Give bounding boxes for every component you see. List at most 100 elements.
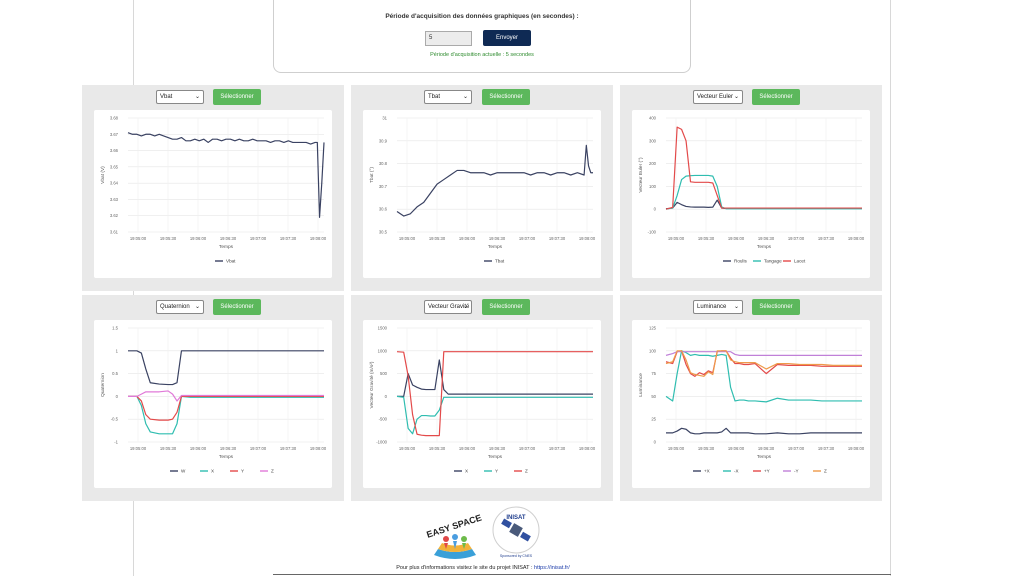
- chart-select-vbat[interactable]: Vbat ⌄: [156, 90, 204, 104]
- y-tick-label: 0: [654, 207, 657, 212]
- legend-label: X: [211, 469, 214, 474]
- x-tick-label: 19:08:00: [579, 446, 596, 451]
- legend-label: W: [181, 469, 186, 474]
- svg-text:INISAT: INISAT: [506, 515, 526, 521]
- x-tick-label: 19:07:00: [519, 236, 536, 241]
- legend-label: +X: [704, 469, 710, 474]
- select-button-gravity[interactable]: Sélectionner: [482, 299, 530, 315]
- y-tick-label: -100: [648, 230, 657, 235]
- y-tick-label: 1: [116, 348, 119, 353]
- chart-select-tbat[interactable]: Tbat ⌄: [424, 90, 472, 104]
- y-axis-title: Quaternion: [100, 373, 106, 397]
- x-tick-label: 19:07:30: [818, 446, 835, 451]
- y-axis-title: Vecteur Gravité (m/s²): [369, 361, 375, 408]
- y-tick-label: 300: [649, 138, 657, 143]
- legend-label: Z: [525, 469, 528, 474]
- x-tick-label: 19:05:00: [130, 446, 147, 451]
- y-tick-label: 200: [649, 161, 657, 166]
- y-tick-label: 100: [649, 348, 657, 353]
- legend-label: X: [465, 469, 468, 474]
- chevron-down-icon: ⌄: [194, 94, 200, 100]
- y-tick-label: 30.9: [379, 138, 388, 143]
- x-tick-label: 19:07:00: [519, 446, 536, 451]
- x-tick-label: 19:06:00: [728, 236, 745, 241]
- easy-space-logo: EASY SPACE: [425, 513, 483, 559]
- x-tick-label: 19:06:30: [758, 446, 775, 451]
- y-axis-title: Vbat (V): [100, 166, 106, 184]
- select-button-vbat[interactable]: Sélectionner: [213, 89, 261, 105]
- select-button-luminance[interactable]: Sélectionner: [752, 299, 800, 315]
- series-line: [127, 132, 325, 218]
- select-button-quaternion[interactable]: Sélectionner: [213, 299, 261, 315]
- panel-luminance: Luminance ⌄ Sélectionner 125 100 75 50 25 0 19:…: [620, 295, 882, 501]
- panel-tbat: Tbat ⌄ Sélectionner 31 30.9 30.8 30.7 30.6 30.…: [351, 85, 613, 291]
- x-tick-label: 19:07:30: [280, 446, 297, 451]
- y-tick-label: -500: [379, 417, 388, 422]
- chart-luminance: 125 100 75 50 25 0 19:05:00 19:05:30 19:06:00 19:…: [638, 326, 865, 474]
- x-tick-label: 19:05:00: [399, 236, 416, 241]
- legend-label: Tbat: [495, 259, 505, 264]
- x-tick-label: 19:05:30: [160, 446, 177, 451]
- chart-area-gravity: 1500 1000 500 0 -500 -1000 19:05:00 19:05:30 19:…: [363, 320, 601, 488]
- series-line: [396, 144, 593, 217]
- chart-area-quaternion: 1.5 1 0.5 0 -0.5 -1 19:05:00 19:05:30 19:06:00 19…: [94, 320, 332, 488]
- inisat-link[interactable]: https://inisat.fr/: [534, 565, 570, 571]
- y-tick-label: 25: [651, 417, 656, 422]
- period-input[interactable]: 5: [425, 31, 472, 46]
- y-tick-label: 400: [649, 116, 657, 121]
- chart-gravity: 1500 1000 500 0 -500 -1000 19:05:00 19:05:30 19:…: [369, 326, 596, 474]
- send-button[interactable]: Envoyer: [483, 30, 531, 46]
- x-tick-label: 19:06:00: [728, 446, 745, 451]
- chart-select-quaternion[interactable]: Quaternion ⌄: [156, 300, 204, 314]
- x-tick-label: 19:07:30: [818, 236, 835, 241]
- legend-label: Roulis: [734, 259, 747, 264]
- x-tick-label: 19:06:00: [459, 446, 476, 451]
- chevron-down-icon: ⌄: [194, 304, 200, 310]
- x-axis-title: Temps: [219, 244, 234, 250]
- x-tick-label: 19:05:30: [698, 236, 715, 241]
- x-tick-label: 19:06:30: [220, 236, 237, 241]
- y-tick-label: 3.68: [110, 116, 119, 121]
- panel-gravity: Vecteur Gravité ⌄ Sélectionner 1500 1000 50…: [351, 295, 613, 501]
- x-tick-label: 19:07:00: [250, 236, 267, 241]
- form-title: Période d'acquisition des données graphi…: [385, 13, 579, 20]
- x-tick-label: 19:07:00: [788, 236, 805, 241]
- x-tick-label: 19:08:00: [848, 236, 865, 241]
- legend-label: Y: [241, 469, 244, 474]
- chart-tbat: 31 30.9 30.8 30.7 30.6 30.5 19:05:00 19:05:30 19…: [369, 116, 596, 264]
- x-tick-label: 19:06:30: [489, 236, 506, 241]
- x-tick-label: 19:06:30: [489, 446, 506, 451]
- y-tick-label: 75: [651, 371, 656, 376]
- chart-euler: 400 300 200 100 0 -100 19:05:00 19:05:30 19:06:0…: [638, 116, 865, 264]
- x-axis-title: Temps: [488, 454, 503, 460]
- chart-select-luminance[interactable]: Luminance ⌄: [693, 300, 743, 314]
- x-tick-label: 19:08:00: [848, 446, 865, 451]
- series-line: [665, 350, 862, 403]
- right-divider: [890, 0, 891, 576]
- x-axis-title: Temps: [488, 244, 503, 250]
- y-tick-label: 0: [116, 394, 119, 399]
- select-button-tbat[interactable]: Sélectionner: [482, 89, 530, 105]
- chart-select-gravity[interactable]: Vecteur Gravité ⌄: [424, 300, 472, 314]
- series-line: [397, 359, 593, 398]
- svg-text:Sponsored by CNES: Sponsored by CNES: [500, 554, 533, 558]
- y-tick-label: 0.5: [112, 371, 118, 376]
- x-tick-label: 19:05:00: [399, 446, 416, 451]
- chart-area-tbat: 31 30.9 30.8 30.7 30.6 30.5 19:05:00 19:05:30 19…: [363, 110, 601, 278]
- chart-select-euler[interactable]: Vecteur Euler ⌄: [693, 90, 743, 104]
- x-tick-label: 19:06:30: [220, 446, 237, 451]
- legend-label: Lacet: [794, 259, 806, 264]
- legend-label: +Y: [764, 469, 770, 474]
- series-line: [396, 351, 593, 437]
- chart-area-vbat: 3.68 3.67 3.66 3.65 3.64 3.63 3.62 3.61 19:05:00…: [94, 110, 332, 278]
- y-tick-label: 3.63: [110, 197, 119, 202]
- series-line: [128, 395, 324, 435]
- panel-quaternion: Quaternion ⌄ Sélectionner 1.5 1 0.5 0 -0.5 -1 1…: [82, 295, 344, 501]
- select-button-euler[interactable]: Sélectionner: [752, 89, 800, 105]
- series-line: [396, 395, 593, 435]
- footer-text: Pour plus d'informations visitez le site…: [396, 565, 570, 571]
- legend-label: Z: [271, 469, 274, 474]
- y-tick-label: 31: [382, 116, 387, 121]
- y-tick-label: 3.66: [110, 148, 119, 153]
